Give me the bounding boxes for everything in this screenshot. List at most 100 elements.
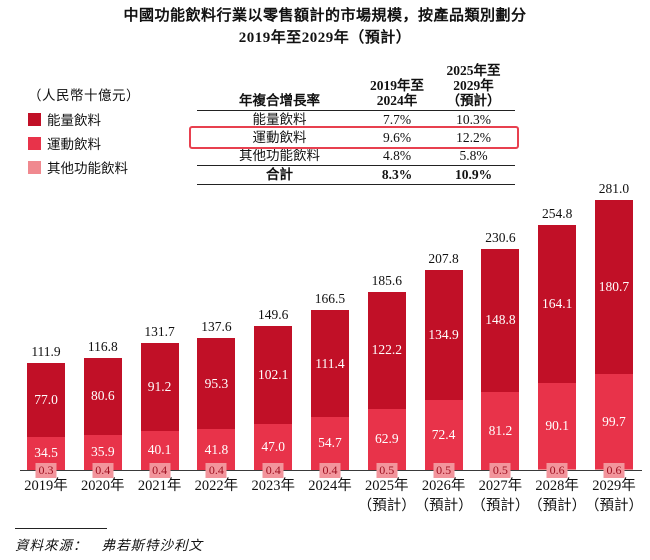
- bar-value-label: 180.7: [598, 278, 630, 294]
- bar-segment-能量飲料: 111.4: [310, 310, 349, 418]
- bar-segment-運動飲料: 62.9: [367, 409, 406, 470]
- bar-total-label: 111.9: [31, 343, 61, 359]
- row-label: 能量飲料: [252, 112, 307, 127]
- bar-segment-能量飲料: 122.2: [367, 291, 406, 410]
- bar-value-label: 148.8: [485, 312, 516, 328]
- other-value-badge: 0.5: [376, 463, 398, 478]
- bar-group-2022年: 137.6 95.3 41.8 0.4: [197, 195, 236, 478]
- other-value-badge: 0.4: [149, 463, 171, 478]
- x-axis-label: 2027年 （預計）: [471, 476, 529, 516]
- bar-segment-能量飲料: 95.3: [197, 337, 236, 430]
- x-axis-year: 2025年: [365, 478, 409, 494]
- bar-value-label: 95.3: [204, 375, 229, 391]
- chart-title-line2: 2019年至2029年（預計）: [238, 30, 412, 46]
- bar-total-label: 137.6: [201, 318, 232, 334]
- bar-value-label: 164.1: [541, 296, 573, 312]
- period2-line2: 2029年: [453, 78, 494, 93]
- cagr-table-header: 年複合增長率 2019年至 2024年 2025年至 2029年 （預計）: [197, 62, 515, 111]
- other-value-badge: 0.4: [319, 463, 341, 478]
- other-value-badge: 0.6: [546, 463, 568, 478]
- x-axis-year: 2029年: [592, 478, 636, 494]
- x-axis-forecast-tag: （預計）: [471, 498, 530, 514]
- chart-title-line1: 中國功能飲料行業以零售額計的市場規模，按產品類別劃分: [123, 8, 527, 24]
- row-cagr1: 4.8%: [382, 148, 412, 163]
- total-cagr2: 10.9%: [454, 167, 493, 182]
- x-axis-year: 2027年: [478, 478, 523, 494]
- bar-value-label: 34.5: [34, 445, 58, 461]
- bar-stack: 95.3 41.8: [197, 337, 236, 470]
- other-value-badge: 0.4: [262, 463, 284, 478]
- bar-group-2019年: 111.9 77.0 34.5 0.3: [27, 195, 65, 478]
- row-cagr1: 7.7%: [382, 112, 412, 127]
- row-label: 運動飲料: [252, 130, 307, 145]
- bar-group-2028年: 254.8 164.1 90.1 0.6: [538, 195, 577, 478]
- period1-line2: 2024年: [376, 93, 418, 108]
- bar-stack: 91.2 40.1: [140, 343, 179, 470]
- bar-value-label: 77.0: [34, 391, 58, 407]
- bar-value-label: 99.7: [602, 413, 626, 429]
- bar-value-label: 35.9: [90, 444, 115, 460]
- x-axis-year: 2020年: [81, 478, 125, 494]
- bar-value-label: 90.1: [545, 418, 569, 434]
- x-axis-year: 2023年: [251, 478, 295, 494]
- bar-segment-能量飲料: 91.2: [140, 343, 179, 432]
- bar-value-label: 134.9: [428, 327, 459, 343]
- bar-value-label: 62.9: [374, 431, 399, 447]
- other-value-badge: 0.6: [603, 463, 625, 478]
- x-axis-label: 2022年: [195, 476, 239, 516]
- table-row-energy: 能量飲料 7.7% 10.3%: [197, 111, 515, 129]
- bar-value-label: 47.0: [261, 439, 285, 455]
- bar-group-2027年: 230.6 148.8 81.2 0.5: [481, 195, 520, 478]
- x-axis-labels: 2019年 2020年 2021年 2022年 2023年 2024年 2025年 （預計） 2…: [24, 476, 643, 516]
- x-axis-label: 2021年: [137, 476, 182, 516]
- bar-segment-運動飲料: 41.8: [197, 429, 236, 470]
- x-axis-label: 2023年: [251, 476, 295, 516]
- row-label: 其他功能飲料: [239, 148, 320, 163]
- bar-group-2029年: 281.0 180.7 99.7 0.6: [594, 181, 633, 478]
- x-axis-year: 2022年: [194, 478, 239, 494]
- table-header-period2: 2025年至 2029年 （預計）: [432, 63, 515, 108]
- x-axis-year: 2026年: [421, 478, 466, 494]
- bar-segment-運動飲料: 99.7: [594, 373, 633, 470]
- x-axis-label: 2028年 （預計）: [528, 476, 586, 516]
- bar-segment-能量飲料: 134.9: [424, 270, 463, 400]
- bar-group-2026年: 207.8 134.9 72.4 0.5: [424, 195, 463, 478]
- bar-stack: 77.0 34.5: [27, 362, 65, 470]
- x-axis-year: 2019年: [24, 478, 68, 494]
- bar-group-2021年: 131.7 91.2 40.1 0.4: [140, 195, 179, 478]
- bar-segment-運動飲料: 47.0: [254, 424, 293, 470]
- table-row-other: 其他功能飲料 4.8% 5.8%: [197, 147, 515, 165]
- bar-segment-能量飲料: 80.6: [83, 357, 122, 436]
- sports-swatch-icon: [28, 136, 41, 150]
- bar-total-label: 149.6: [258, 307, 289, 323]
- bar-value-label: 41.8: [204, 441, 229, 457]
- x-axis-label: 2019年: [24, 476, 68, 516]
- table-row-sports: 運動飲料 9.6% 12.2%: [197, 129, 515, 147]
- page-title: 中國功能飲料行業以零售額計的市場規模，按產品類別劃分 2019年至2029年（預…: [0, 5, 650, 49]
- bar-value-label: 72.4: [431, 426, 456, 442]
- bar-segment-能量飲料: 77.0: [27, 362, 65, 437]
- other-value-badge: 0.4: [92, 463, 114, 478]
- total-label: 合計: [266, 167, 293, 182]
- other-value-badge: 0.5: [489, 463, 511, 478]
- bar-segment-運動飲料: 54.7: [310, 417, 349, 470]
- bar-group-2020年: 116.8 80.6 35.9 0.4: [83, 195, 122, 478]
- row-cagr2: 10.3%: [456, 112, 491, 127]
- period2-line3: （預計）: [446, 93, 501, 108]
- source-divider: [15, 528, 107, 529]
- x-axis-forecast-tag: （預計）: [414, 498, 473, 514]
- legend-item-energy: 能量飲料: [28, 109, 140, 129]
- bar-value-label: 122.2: [371, 342, 402, 358]
- legend: （人民幣十億元） 能量飲料 運動飲料 其他功能飲料: [28, 84, 140, 177]
- unit-label: （人民幣十億元）: [28, 88, 140, 103]
- x-axis-forecast-tag: （預計）: [584, 498, 643, 514]
- x-axis-year: 2021年: [137, 478, 182, 494]
- period2-line1: 2025年至: [446, 63, 501, 78]
- row-cagr2: 5.8%: [459, 148, 488, 163]
- bar-total-label: 185.6: [371, 272, 402, 288]
- table-header-cagr-label: 年複合增長率: [239, 93, 320, 108]
- x-axis-year: 2028年: [535, 478, 579, 494]
- bar-total-label: 230.6: [485, 229, 516, 245]
- table-header-period1: 2019年至 2024年: [362, 78, 432, 108]
- legend-item-sports: 運動飲料: [28, 133, 140, 153]
